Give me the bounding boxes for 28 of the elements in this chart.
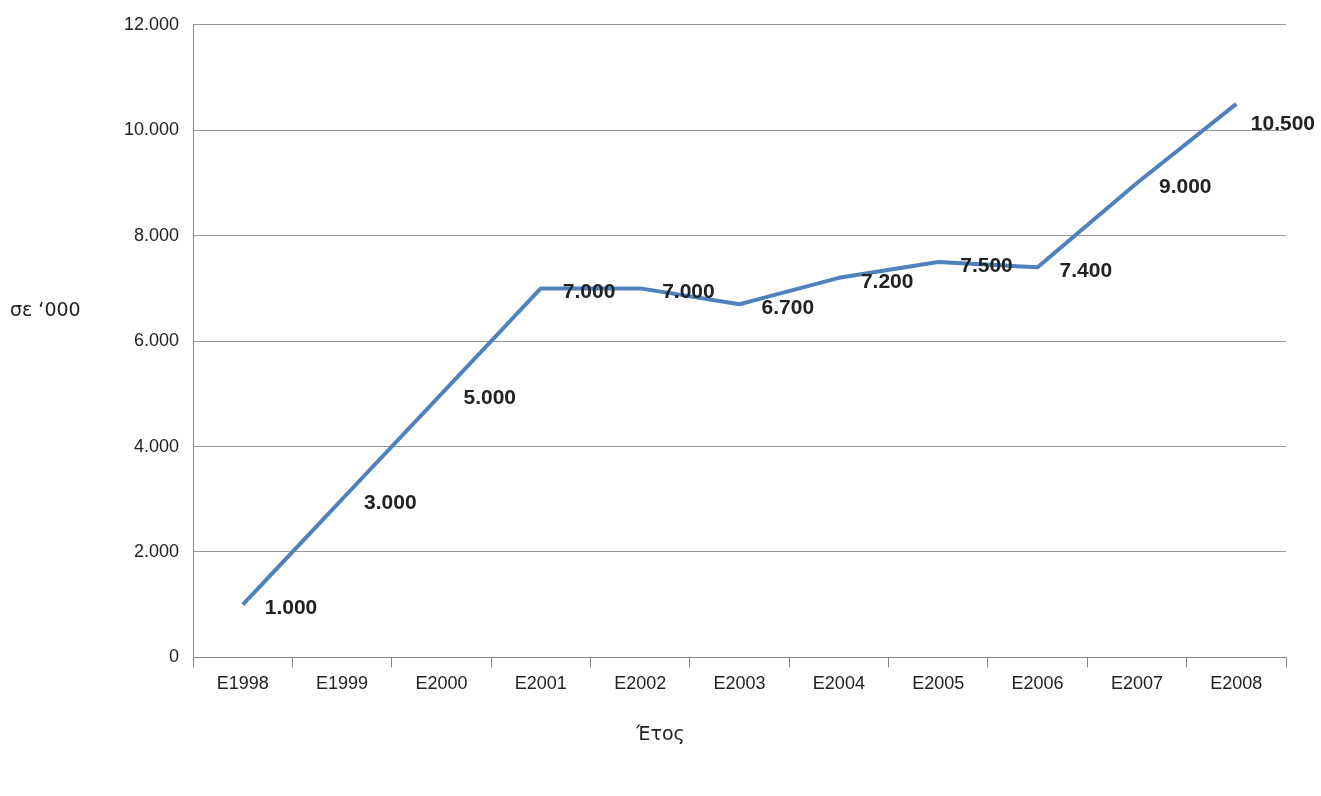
data-label: 5.000 — [463, 384, 517, 408]
y-tick-label: 0 — [169, 646, 180, 667]
x-tick-label: E1999 — [316, 673, 369, 694]
x-axis-title: Έτος — [635, 722, 686, 744]
x-tick-label: E2005 — [912, 673, 965, 694]
x-tick-label: E2006 — [1011, 673, 1064, 694]
y-tick-label: 2.000 — [134, 540, 180, 561]
x-tick-label: E1998 — [216, 673, 269, 694]
x-tick-label: E2001 — [514, 673, 567, 694]
data-label: 1.000 — [264, 595, 318, 619]
y-tick-label: 4.000 — [134, 435, 180, 456]
data-label: 10.500 — [1250, 110, 1315, 134]
data-label: 7.400 — [1059, 258, 1113, 282]
x-tick-label: E2002 — [614, 673, 667, 694]
data-label: 6.700 — [761, 295, 815, 318]
y-tick-label: 8.000 — [134, 224, 180, 245]
x-tick-label: E2004 — [812, 673, 865, 694]
x-tick-label: E2007 — [1110, 673, 1163, 694]
y-tick-label: 10.000 — [123, 119, 180, 140]
x-tick-label: E2003 — [713, 673, 766, 694]
y-axis-title: σε ‘000 — [10, 298, 81, 320]
data-label: 7.200 — [860, 268, 914, 292]
data-label: 3.000 — [364, 490, 417, 514]
x-tick-label: E2008 — [1210, 673, 1263, 694]
y-tick-label: 12.000 — [123, 13, 180, 34]
data-label: 9.000 — [1158, 173, 1212, 197]
y-tick-label: 6.000 — [134, 330, 180, 351]
x-tick-label: E2000 — [415, 673, 468, 694]
